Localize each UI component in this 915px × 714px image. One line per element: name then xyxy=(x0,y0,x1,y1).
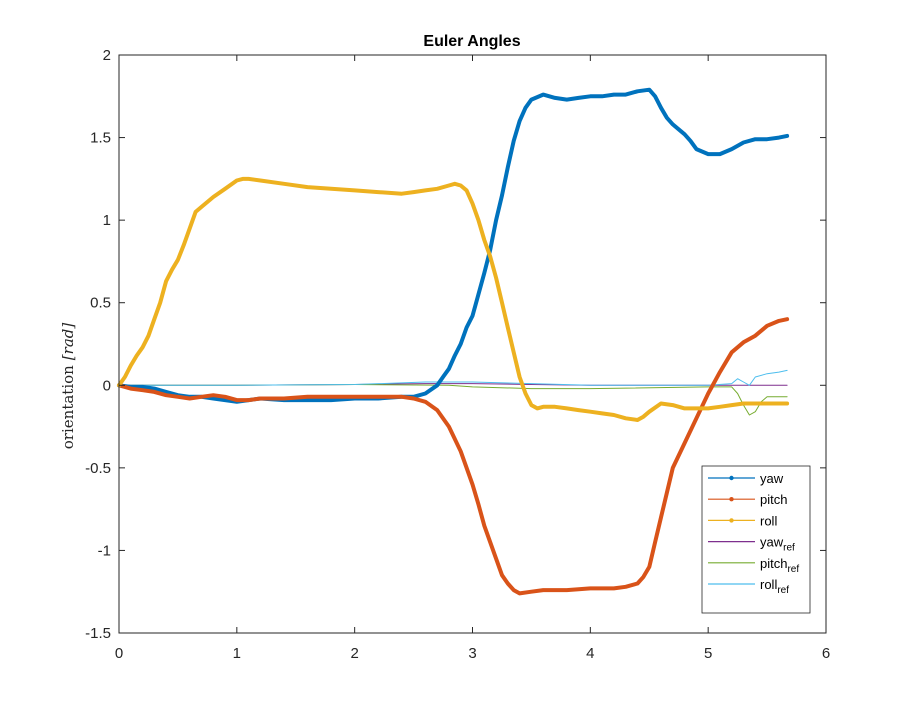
y-tick-label: -1.5 xyxy=(85,625,111,642)
legend-marker xyxy=(729,518,734,523)
y-axis-label-unit: [rad] xyxy=(59,323,77,361)
x-tick-label: 4 xyxy=(586,645,594,662)
y-tick-label: 0 xyxy=(103,377,111,394)
x-tick-label: 6 xyxy=(822,645,830,662)
legend-label-pitch-ref: pitchref xyxy=(760,556,799,575)
series-layer xyxy=(117,87,790,596)
legend-label-base: pitch xyxy=(760,492,787,507)
series-line-roll-ref xyxy=(118,369,788,386)
legend-label-base: yaw xyxy=(760,471,784,486)
y-axis-label: orientation [rad] xyxy=(59,323,77,450)
x-tick-label: 0 xyxy=(115,645,123,662)
x-tick-label: 1 xyxy=(233,645,241,662)
legend-box xyxy=(701,465,811,614)
series-line-pitch xyxy=(117,317,790,596)
x-tick-label: 3 xyxy=(468,645,476,662)
legend-label-roll-ref: rollref xyxy=(760,577,789,596)
legend-label-subscript: ref xyxy=(787,564,799,575)
series-line-pitch-ref xyxy=(118,384,788,416)
y-tick-label: 1.5 xyxy=(90,130,111,147)
legend-label-roll: roll xyxy=(760,513,777,528)
legend-marker xyxy=(729,497,734,502)
legend-label-base: roll xyxy=(760,577,777,592)
y-tick-label: 2 xyxy=(103,47,111,64)
chart-title: Euler Angles xyxy=(423,33,520,50)
legend-label-base: pitch xyxy=(760,556,787,571)
x-tick-label: 5 xyxy=(704,645,712,662)
x-tick-label: 2 xyxy=(350,645,358,662)
legend-label-base: yaw xyxy=(760,535,784,550)
legend-label-subscript: ref xyxy=(777,585,789,596)
ticks-layer: 0 1 2 3 4 5 6 -1.5 -1 -0.5 0 0.5 1 1.5 2 xyxy=(85,47,830,662)
legend-label-yaw-ref: yawref xyxy=(760,535,795,554)
legend-marker xyxy=(729,475,734,481)
series-line-roll xyxy=(117,176,790,422)
y-tick-label: -0.5 xyxy=(85,460,111,477)
legend-label-pitch: pitch xyxy=(760,492,787,507)
legend-label-base: roll xyxy=(760,513,777,528)
y-tick-label: 0.5 xyxy=(90,295,111,312)
legend-label-subscript: ref xyxy=(783,543,795,554)
legend-label-yaw: yaw xyxy=(760,471,784,486)
y-axis-label-text: orientation xyxy=(59,365,77,449)
y-tick-label: -1 xyxy=(98,542,111,559)
y-tick-label: 1 xyxy=(103,212,111,229)
